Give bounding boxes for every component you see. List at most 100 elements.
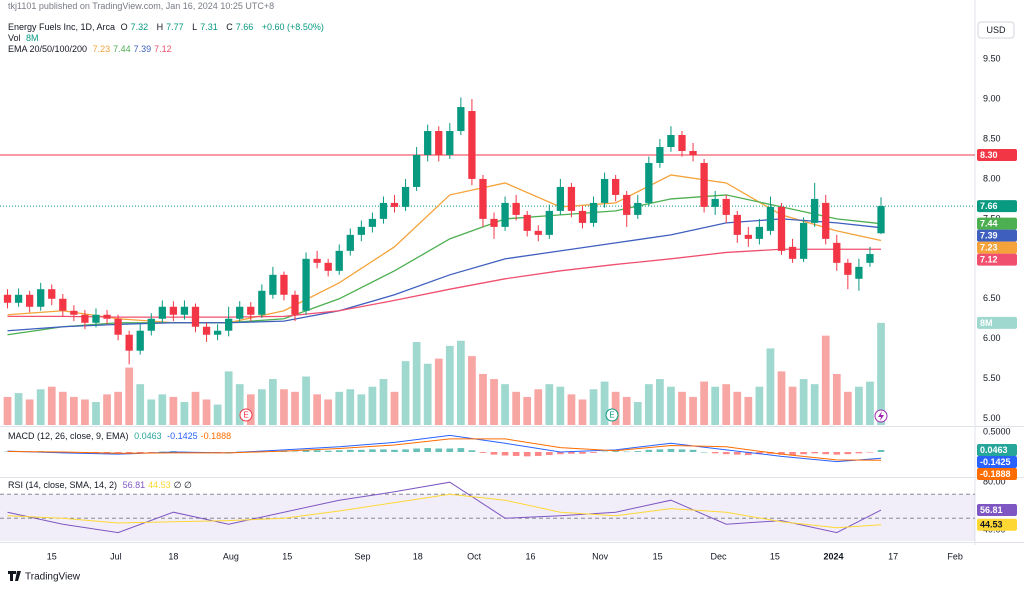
price-badge-label: 8M [980,318,993,328]
earnings-marker[interactable] [605,408,619,422]
macd-histogram-bar [346,449,354,452]
x-tick-label: Feb [947,551,963,561]
volume-bar [280,389,288,425]
candle-body [48,289,56,299]
quote-open: O 7.32 [121,22,152,32]
candle-body [711,198,719,207]
candle-body [634,202,642,215]
candle-body [158,306,166,319]
x-tick-label: 15 [47,551,57,561]
x-tick-label: 15 [770,551,780,561]
candle-body [501,202,509,227]
candle-body [390,202,399,207]
macd-histogram-bar [435,448,443,452]
quote-close: C 7.66 [226,22,256,32]
volume-bar [246,394,255,425]
candle-body [678,135,686,151]
macd-histogram-bar [579,452,586,454]
macd-histogram-bar [745,452,752,456]
macd-histogram-bar [601,451,608,453]
volume-bar [799,379,808,425]
candle-body [59,298,67,311]
macd-histogram-bar [855,452,863,454]
currency-box[interactable] [977,21,1015,39]
publisher: tkj1101 published on TradingView.com, Ja… [8,1,275,11]
macd-value: -0.1425 [167,431,198,441]
ema-title: EMA 20/50/100/200 [8,44,88,54]
rsi-line [7,493,882,529]
rsi-band-fill [0,494,975,541]
x-tick-label: Aug [223,551,239,561]
macd-histogram-bar [568,452,575,454]
candle-body [700,162,708,207]
volume-bar [47,386,56,425]
macd-title: MACD (12, 26, close, 9, EMA) [8,431,129,441]
candle-body [877,206,885,234]
price-badge [977,518,1017,531]
volume-bar [733,391,742,425]
macd-histogram-bar [545,452,553,456]
macd-histogram-bar [789,452,796,456]
candle-body [247,306,255,315]
quote-value: 7.31 [200,22,218,32]
candle-body [844,262,852,275]
volume-bar [711,386,720,425]
macd-histogram-bar [291,451,299,453]
price-badge [977,504,1017,517]
volume-value: 8M [26,33,39,43]
price-badge-label: 56.81 [980,505,1003,515]
volume-bar [147,399,156,425]
candle-body [866,254,874,263]
candle-body [490,218,498,227]
volume-bar [622,396,631,425]
earnings-marker[interactable] [239,408,253,422]
y-tick-label: 8.50 [983,133,1001,143]
candle-body [468,111,476,179]
volume-bar [567,394,576,425]
macd-histogram-bar [523,452,531,457]
ema-value: 7.44 [113,44,131,54]
y-tick-label: 0.5000 [983,426,1011,436]
candle-body [236,306,244,319]
price-badge [977,316,1017,329]
macd-histogram-bar [114,452,122,453]
y-tick-label: 80.00 [983,477,1006,487]
candle-body [777,206,786,251]
candle-body [346,234,354,251]
candle-body [512,202,520,215]
volume-bar [346,389,355,425]
candle-body [667,135,675,147]
macd-histogram-bar [866,452,874,453]
macd-histogram-bar [369,449,376,452]
quote-value: 7.32 [130,22,149,32]
volume-bar [158,394,167,425]
candle-body [169,306,178,315]
candle-body [147,318,155,331]
macd-histogram-bar [800,452,807,455]
price-badge-label: 44.53 [980,520,1003,530]
candle-body [125,334,133,351]
volume-bar [257,389,266,425]
volume-bar [656,379,664,425]
volume-bar [766,348,775,425]
macd-histogram-bar [557,452,564,455]
candle-body [645,162,653,203]
volume-legend: Vol 8M [8,33,42,43]
volume-bar [468,356,476,425]
x-tick-label: 17 [888,551,898,561]
volume-bar [777,371,786,425]
candle-body [545,210,553,235]
candle-body [202,326,211,335]
price-badge-label: 7.23 [980,243,998,253]
volume-bar [114,391,122,425]
price-badge [977,229,1017,242]
rsi-line [7,481,882,534]
volume-bar [556,386,565,425]
earnings-label: E [609,411,614,420]
macd-histogram-bar [645,449,653,452]
candle-body [401,186,410,207]
volume-bar [191,391,200,425]
price-badge [977,200,1017,213]
volume-bar [600,381,609,425]
